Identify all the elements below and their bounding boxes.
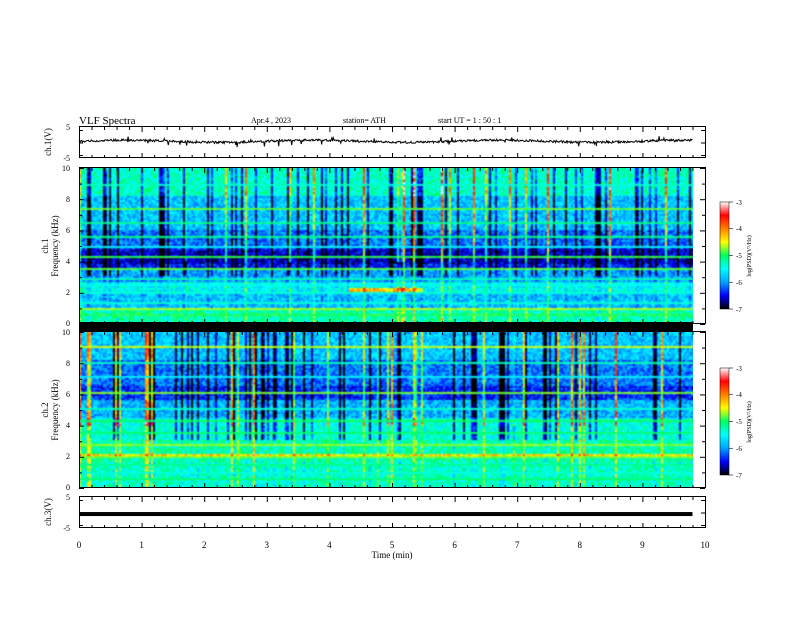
xtick-label: 9 xyxy=(640,540,645,550)
ch3-ytick-label: -5 xyxy=(63,524,70,533)
ch1-waveform-trace xyxy=(78,135,693,148)
ch2-spectrogram-image xyxy=(79,332,693,488)
ch1-cb-tick-label: -5 xyxy=(736,252,742,260)
ch2-colorbar-label: log(PSD)(V²/Hz) xyxy=(746,401,753,442)
ch2-cb-tick-label: -7 xyxy=(736,472,742,480)
ch2-spec-ytick-label: 6 xyxy=(66,390,70,399)
ch2-spec-ytick-label: 4 xyxy=(66,421,70,430)
ch1-channel-label: ch.1 xyxy=(40,238,50,253)
ch3-ylabel: ch.3(V) xyxy=(43,498,53,526)
ch2-cb-tick-label: -4 xyxy=(736,391,742,399)
date-label: Apr.4 , 2023 xyxy=(251,116,291,125)
ch1-colorbar-label: log(PSD)(V²/Hz) xyxy=(746,235,753,276)
ch2-spec-ylabel: Frequency (kHz) xyxy=(50,379,60,440)
ch2-spec-ytick-label: 0 xyxy=(66,483,70,492)
ch1-ytick-label: -5 xyxy=(63,154,70,163)
ch1-spec-ytick-label: 6 xyxy=(66,226,70,235)
xtick-label: 2 xyxy=(202,540,207,550)
ch1-spectrogram-image xyxy=(79,168,693,324)
ch1-spec-ytick-label: 0 xyxy=(66,319,70,328)
axis-ticks xyxy=(79,127,706,528)
ch2-colorbar xyxy=(719,367,730,476)
start-time-label: start UT = 1 : 50 : 1 xyxy=(438,116,501,125)
ch1-spec-ylabel: Frequency (kHz) xyxy=(50,215,60,276)
ch1-cb-tick-label: -7 xyxy=(736,306,742,314)
ch1-colorbar xyxy=(719,201,730,310)
xtick-label: 3 xyxy=(265,540,270,550)
ch1-low-band-strip xyxy=(79,322,693,332)
ch2-channel-label: ch.2 xyxy=(40,402,50,417)
ch2-spec-ytick-label: 10 xyxy=(62,328,70,337)
xtick-label: 5 xyxy=(390,540,395,550)
xtick-label: 7 xyxy=(515,540,520,550)
xtick-label: 10 xyxy=(701,540,711,550)
ch1-cb-tick-label: -4 xyxy=(736,225,742,233)
ch1-ylabel: ch.1(V) xyxy=(43,128,53,156)
xtick-label: 8 xyxy=(578,540,583,550)
ch1-cb-tick-label: -6 xyxy=(736,279,742,287)
xtick-label: 4 xyxy=(327,540,332,550)
figure-title: VLF Spectra xyxy=(79,115,136,127)
ch3-waveform-trace xyxy=(79,512,693,517)
colorbar-ticks xyxy=(729,201,733,476)
ch2-cb-tick-label: -5 xyxy=(736,418,742,426)
station-label: station= ATH xyxy=(343,116,386,125)
ch1-cb-tick-label: -3 xyxy=(736,199,742,207)
ch1-spec-ytick-label: 8 xyxy=(66,195,70,204)
ch1-ytick-label: 5 xyxy=(66,123,70,132)
x-axis-label: Time (min) xyxy=(372,550,413,560)
ch2-spec-ytick-label: 2 xyxy=(66,452,70,461)
ch1-spec-ytick-label: 4 xyxy=(66,257,70,266)
xtick-label: 0 xyxy=(77,540,82,550)
ch2-spec-ytick-label: 8 xyxy=(66,359,70,368)
ch2-cb-tick-label: -3 xyxy=(736,365,742,373)
ch3-ytick-label: 5 xyxy=(66,493,70,502)
ch1-spec-ytick-label: 10 xyxy=(62,164,70,173)
ch2-cb-tick-label: -6 xyxy=(736,445,742,453)
xtick-label: 6 xyxy=(452,540,457,550)
xtick-label: 1 xyxy=(139,540,144,550)
ch1-spec-ytick-label: 2 xyxy=(66,288,70,297)
